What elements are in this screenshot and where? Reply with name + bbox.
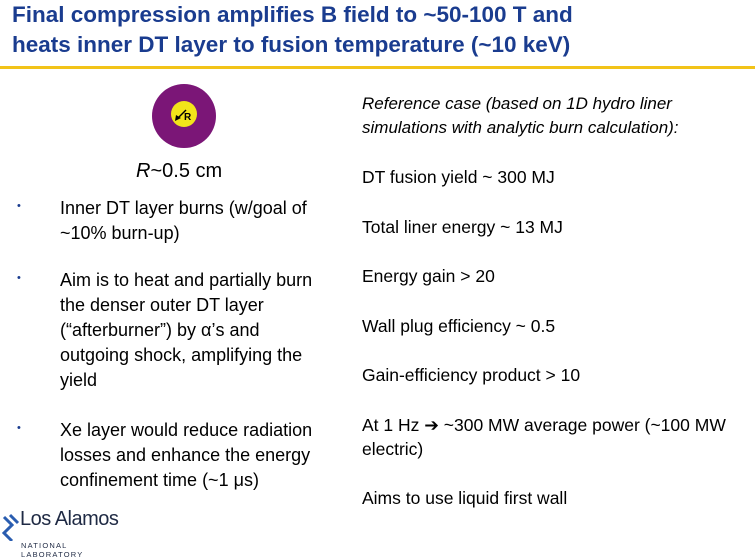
radius-value: ~0.5 cm bbox=[150, 160, 223, 182]
title-line-1: Final compression amplifies B field to ~… bbox=[12, 2, 573, 27]
reference-item: Gain-efficiency product > 10 bbox=[362, 365, 581, 385]
bullet-marker: • bbox=[17, 422, 21, 434]
target-cross-section-diagram: R bbox=[152, 84, 216, 148]
reference-item: Total liner energy ~ 13 MJ bbox=[362, 216, 563, 237]
logo-mark-icon bbox=[1, 513, 20, 541]
inner-dt-circle bbox=[171, 101, 197, 127]
los-alamos-logo: Los Alamos NATIONAL LABORATORY bbox=[0, 508, 130, 559]
reference-item: Energy gain > 20 bbox=[362, 266, 495, 286]
bullet-marker: • bbox=[17, 272, 21, 284]
reference-item: Wall plug efficiency ~ 0.5 bbox=[362, 315, 556, 336]
title-underline bbox=[0, 66, 755, 69]
logo-subtitle: NATIONAL LABORATORY bbox=[21, 541, 84, 559]
logo-name: Los Alamos bbox=[20, 508, 119, 530]
bullet-item: Inner DT layer burns (w/goal of ~10% bur… bbox=[60, 198, 307, 243]
reference-item: At 1 Hz ➔ ~300 MW average power (~100 MW… bbox=[362, 414, 726, 459]
title-line-2: heats inner DT layer to fusion temperatu… bbox=[12, 32, 571, 57]
radius-arrowhead bbox=[175, 115, 181, 121]
radius-symbol: R bbox=[136, 160, 151, 182]
radius-label: R~0.5 cm bbox=[136, 160, 222, 183]
bullet-marker: • bbox=[17, 200, 21, 212]
reference-case-intro: Reference case (based on 1D hydro liner … bbox=[362, 94, 679, 137]
reference-item: Aims to use liquid first wall bbox=[362, 488, 568, 508]
reference-case-panel: Reference case (based on 1D hydro liner … bbox=[362, 92, 755, 536]
slide-title: Final compression amplifies B field to ~… bbox=[12, 0, 752, 60]
diagram-r-label: R bbox=[184, 112, 192, 123]
bullet-item: Xe layer would reduce radiation losses a… bbox=[60, 420, 313, 490]
bullet-item: Aim is to heat and partially burn the de… bbox=[60, 270, 313, 390]
reference-item: DT fusion yield ~ 300 MJ bbox=[362, 167, 555, 187]
